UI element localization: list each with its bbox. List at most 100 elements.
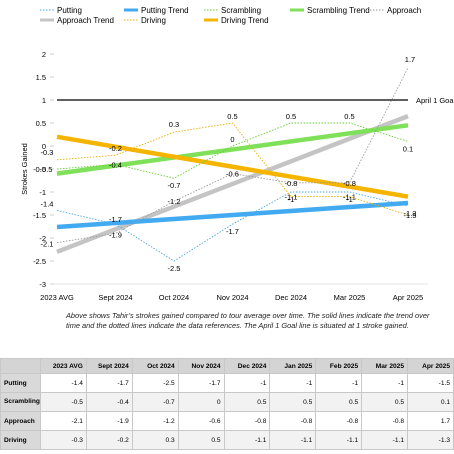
chart-caption: Above shows Tahir’s strokes gained compa… xyxy=(66,311,430,330)
table-cell: -1 xyxy=(223,373,271,393)
table-col-header: Apr 2025 xyxy=(407,358,454,374)
y-tick-label: 2 xyxy=(42,50,46,59)
trend-line xyxy=(56,200,409,230)
table-corner xyxy=(0,358,41,374)
table-cell: -1.2 xyxy=(131,411,179,431)
y-tick-label: 1.5 xyxy=(36,73,46,82)
x-tick-label: Sept 2024 xyxy=(98,293,132,302)
strokes-gained-chart: Putting Putting Trend Scrambling Scrambling… xyxy=(20,6,454,302)
x-tick-label: Apr 2025 xyxy=(393,293,423,302)
table-cell: -1 xyxy=(269,373,317,393)
data-label: 0.1 xyxy=(403,144,413,153)
table-cell: -0.8 xyxy=(269,411,317,431)
data-label: 0 xyxy=(230,135,234,144)
data-label: -2.5 xyxy=(168,264,181,273)
data-label: -1.1 xyxy=(343,193,356,202)
table-cell: -0.3 xyxy=(40,430,87,450)
table-cell: -1 xyxy=(315,373,363,393)
table-col-header: Nov 2024 xyxy=(177,358,225,374)
table-cell: -1.1 xyxy=(269,430,317,450)
data-label: -0.6 xyxy=(226,170,239,179)
table-col-header: Oct 2024 xyxy=(131,358,179,374)
table-cell: 1.7 xyxy=(407,411,454,431)
table-cell: -0.2 xyxy=(85,430,133,450)
table-col-header: Feb 2025 xyxy=(315,358,363,374)
legend-label: Scrambling xyxy=(221,6,261,15)
table-cell: -1.5 xyxy=(407,373,454,393)
data-label: -1.7 xyxy=(226,227,239,236)
table-cell: 0.3 xyxy=(131,430,179,450)
table-cell: -1.1 xyxy=(223,430,271,450)
data-label: -0.7 xyxy=(168,181,181,190)
legend-label: Scrambling Trend xyxy=(307,6,370,15)
legend-label: Putting Trend xyxy=(141,6,189,15)
y-tick-label: -2.5 xyxy=(33,257,46,266)
y-axis-label: Strokes Gained xyxy=(20,143,29,195)
table-cell: -0.4 xyxy=(85,392,133,412)
table-cell: -1.9 xyxy=(85,411,133,431)
table-row: Putting -1.4 -1.7 -2.5 -1.7 -1 -1 -1 -1 … xyxy=(0,373,454,393)
table-cell: 0.5 xyxy=(269,392,317,412)
legend-label: Approach Trend xyxy=(57,16,114,25)
y-tick-label: 0.5 xyxy=(36,119,46,128)
table-cell: -1.7 xyxy=(85,373,133,393)
table-cell: 0.5 xyxy=(223,392,271,412)
data-label: -1.4 xyxy=(41,199,54,208)
x-tick-label: Oct 2024 xyxy=(159,293,189,302)
table-col-header: Mar 2025 xyxy=(361,358,408,374)
stats-table: 2023 AVG Sept 2024 Oct 2024 Nov 2024 Dec… xyxy=(0,358,454,450)
data-label: -0.3 xyxy=(41,148,54,157)
table-row-label: Approach xyxy=(0,411,41,431)
data-label: 0.5 xyxy=(286,112,296,121)
data-label: -0.2 xyxy=(109,144,122,153)
table-row: Driving -0.3 -0.2 0.3 0.5 -1.1 -1.1 -1.1… xyxy=(0,430,454,450)
goal-label: April 1 Goal xyxy=(416,96,454,105)
x-tick-label: Dec 2024 xyxy=(275,293,307,302)
trend-line xyxy=(56,114,409,254)
table-row-label: Putting xyxy=(0,373,41,393)
data-label: -1.9 xyxy=(109,230,122,239)
x-tick-label: Mar 2025 xyxy=(334,293,366,302)
data-label: -1.1 xyxy=(285,193,298,202)
table-cell: -1 xyxy=(361,373,408,393)
data-label: -0.4 xyxy=(109,160,122,169)
table-row-label: Driving xyxy=(0,430,41,450)
data-label: -0.8 xyxy=(343,179,356,188)
data-label: -0.5 xyxy=(40,165,53,174)
x-tick-label: Nov 2024 xyxy=(216,293,248,302)
trend-line xyxy=(56,134,409,199)
data-label: -0.8 xyxy=(285,179,298,188)
table-cell: 0.5 xyxy=(315,392,363,412)
table-cell: -1.3 xyxy=(407,430,454,450)
table-cell: -2.1 xyxy=(40,411,87,431)
table-cell: -1.1 xyxy=(315,430,363,450)
data-label: -2.1 xyxy=(41,240,54,249)
trend-line xyxy=(56,123,409,176)
table-cell: 0.5 xyxy=(361,392,408,412)
table-cell: -1.1 xyxy=(361,430,408,450)
table-cell: -0.8 xyxy=(315,411,363,431)
table-row: Approach -2.1 -1.9 -1.2 -0.6 -0.8 -0.8 -… xyxy=(0,411,454,431)
data-label: 1.7 xyxy=(405,55,415,64)
data-label: 0.3 xyxy=(169,120,179,129)
data-label: -1.2 xyxy=(168,197,181,206)
table-cell: -0.8 xyxy=(361,411,408,431)
table-cell: -0.7 xyxy=(131,392,179,412)
data-label: -1 xyxy=(288,195,295,204)
data-label: 0.5 xyxy=(344,112,354,121)
data-label: 0.5 xyxy=(227,112,237,121)
table-cell: -0.5 xyxy=(40,392,87,412)
data-label: -1.5 xyxy=(404,211,417,220)
legend-label: Approach xyxy=(387,6,421,15)
table-col-header: Dec 2024 xyxy=(223,358,271,374)
table-row-label: Scrambling xyxy=(0,392,41,412)
data-label: -1 xyxy=(346,195,353,204)
data-label: -1.3 xyxy=(404,209,417,218)
y-tick-label: 1 xyxy=(42,96,46,105)
legend-label: Driving Trend xyxy=(221,16,269,25)
table-cell: -0.8 xyxy=(223,411,271,431)
data-label: -1.7 xyxy=(109,215,122,224)
legend-label: Driving xyxy=(141,16,166,25)
table-row: Scrambling -0.5 -0.4 -0.7 0 0.5 0.5 0.5 … xyxy=(0,392,454,412)
table-cell: 0.5 xyxy=(177,430,225,450)
